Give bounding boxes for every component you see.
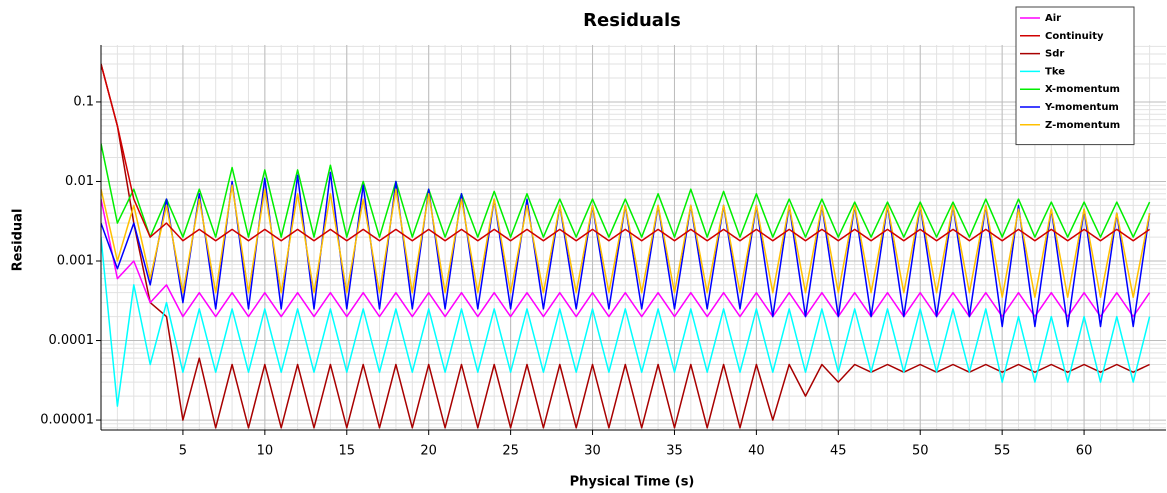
y-tick-label: 0.1 [73,94,94,109]
legend-label: Z-momentum [1045,120,1120,131]
x-tick-label: 35 [666,444,683,459]
legend-box [1015,6,1135,146]
series-line [101,237,1151,407]
x-tick-label: 15 [338,444,355,459]
y-axis-label: Residual [11,209,26,272]
y-tick-label: 0.00001 [40,413,94,428]
plot-area [101,63,1151,429]
legend-label: Continuity [1045,31,1104,42]
x-tick-label: 10 [257,444,274,459]
x-tick-label: 50 [912,444,929,459]
legend-label: Sdr [1045,49,1064,60]
y-tick-label: 0.0001 [49,333,95,348]
series-line [101,143,1151,238]
x-tick-label: 40 [748,444,765,459]
x-tick-label: 60 [1076,444,1093,459]
legend-label: Y-momentum [1044,102,1119,113]
legend-label: Tke [1045,66,1065,77]
x-tick-label: 55 [994,444,1011,459]
y-tick-label: 0.01 [65,174,94,189]
legend-label: Air [1045,13,1061,24]
series-line [101,63,1150,429]
x-tick-label: 20 [420,444,437,459]
x-tick-label: 45 [830,444,847,459]
y-tick-label: 0.001 [57,254,94,269]
series-line [101,184,1151,299]
series-line [101,63,1151,242]
x-axis-label: Physical Time (s) [570,475,695,490]
chart-title: Residuals [583,10,681,31]
legend-label: X-momentum [1045,84,1120,95]
x-tick-label: 5 [179,444,187,459]
series-line [101,198,1151,318]
x-tick-label: 30 [584,444,601,459]
x-tick-label: 25 [502,444,519,459]
